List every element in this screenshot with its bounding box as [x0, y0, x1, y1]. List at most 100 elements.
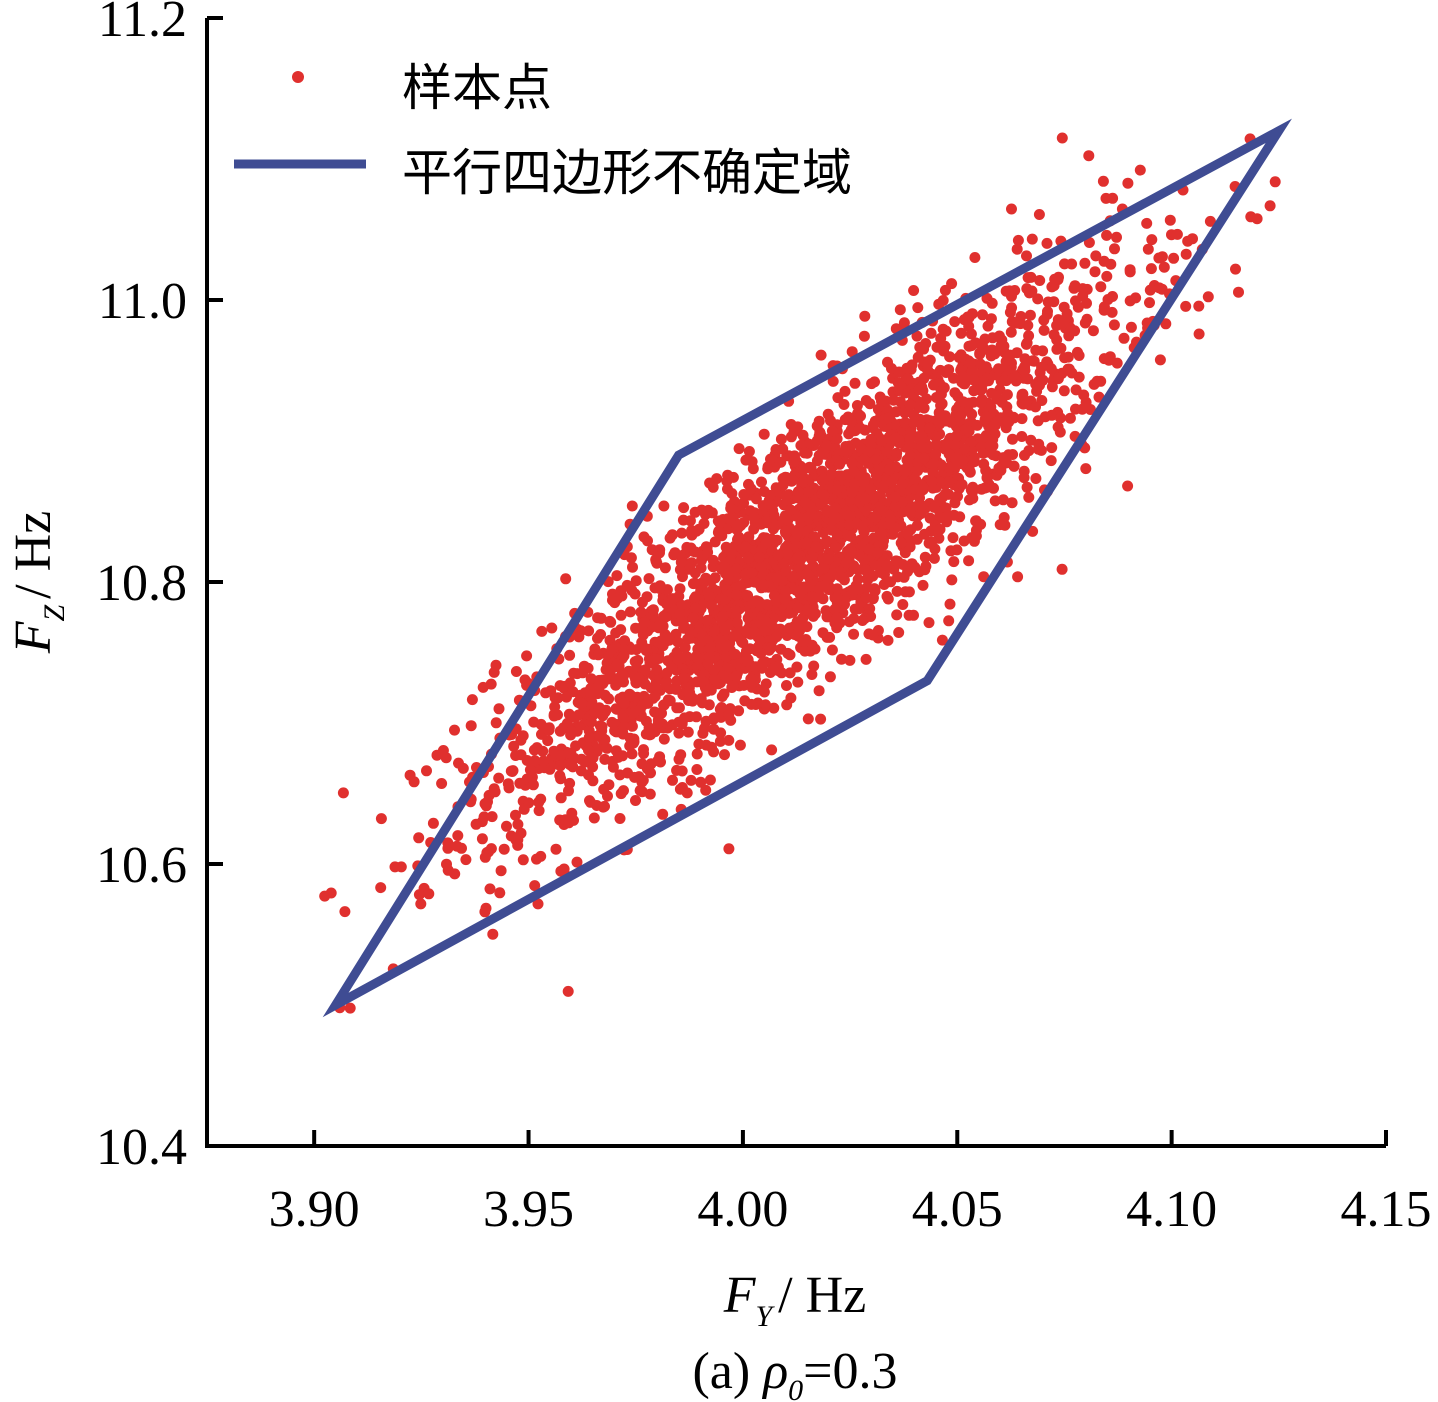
- sample-point: [1160, 318, 1172, 330]
- sample-point: [684, 559, 696, 571]
- sample-point: [1057, 318, 1068, 330]
- sample-point: [934, 523, 946, 535]
- sample-point: [375, 882, 387, 894]
- sample-point: [813, 591, 825, 603]
- sample-point: [962, 311, 974, 323]
- sample-point: [515, 749, 527, 761]
- sample-point: [859, 493, 871, 505]
- sample-point: [966, 340, 977, 352]
- sample-point: [890, 432, 901, 444]
- sample-point: [1021, 250, 1032, 262]
- sample-point: [1019, 361, 1031, 373]
- sample-point: [899, 466, 911, 477]
- sample-point: [826, 524, 837, 536]
- sample-point: [905, 507, 917, 519]
- sample-point: [917, 442, 929, 453]
- sample-point: [846, 486, 858, 498]
- sample-point: [1171, 228, 1183, 240]
- sample-point: [792, 676, 804, 688]
- sample-point: [822, 573, 834, 584]
- caption-subscript: 0: [788, 1374, 803, 1402]
- sample-point: [644, 729, 656, 741]
- sample-point: [918, 402, 930, 414]
- sample-point: [851, 400, 863, 411]
- sample-point: [702, 504, 714, 516]
- sample-point: [730, 589, 742, 601]
- sample-point: [687, 612, 699, 624]
- x-tick-label: 4.15: [1341, 1181, 1432, 1238]
- sample-point: [627, 561, 638, 573]
- sample-point: [760, 537, 772, 549]
- sample-point: [950, 453, 962, 465]
- sample-point: [453, 757, 464, 769]
- sample-point: [911, 519, 923, 531]
- sample-point: [583, 625, 595, 637]
- sample-point: [792, 486, 804, 498]
- sample-point: [963, 425, 975, 437]
- sample-point: [601, 742, 613, 754]
- sample-point: [945, 545, 957, 557]
- sample-point: [978, 571, 990, 583]
- sample-point: [875, 528, 887, 539]
- sample-point: [984, 440, 996, 451]
- sample-point: [922, 359, 934, 370]
- sample-point: [785, 419, 797, 430]
- sample-point: [1052, 373, 1064, 385]
- sample-point: [599, 800, 610, 812]
- sample-point: [637, 774, 649, 786]
- sample-point: [571, 856, 583, 868]
- sample-point: [791, 527, 803, 539]
- sample-point: [1124, 266, 1136, 278]
- sample-point: [1056, 563, 1068, 575]
- sample-point: [755, 518, 767, 530]
- sample-point: [860, 653, 872, 665]
- sample-point: [690, 602, 702, 614]
- sample-point: [811, 435, 823, 447]
- sample-point: [1016, 431, 1028, 442]
- sample-point: [421, 765, 432, 777]
- sample-point: [813, 450, 825, 461]
- sample-point: [930, 438, 942, 450]
- sample-point: [510, 834, 522, 846]
- sample-point: [742, 590, 754, 602]
- sample-point: [780, 585, 792, 597]
- sample-point: [957, 396, 969, 408]
- sample-point: [782, 514, 794, 526]
- sample-point: [1109, 243, 1120, 255]
- sample-point: [639, 617, 651, 629]
- sample-point: [926, 475, 938, 487]
- sample-point: [714, 735, 726, 747]
- sample-point: [514, 777, 526, 789]
- sample-point: [560, 573, 572, 585]
- sample-point: [988, 482, 999, 494]
- sample-point: [674, 608, 686, 620]
- sample-point: [1066, 258, 1078, 270]
- sample-point: [573, 631, 585, 643]
- sample-point: [532, 898, 544, 910]
- y-axis-title: FZ / Hz: [5, 511, 71, 655]
- sample-point: [704, 591, 716, 603]
- sample-point: [944, 598, 956, 610]
- sample-point: [689, 546, 701, 558]
- sample-point: [690, 591, 702, 603]
- sample-point: [555, 773, 567, 785]
- sample-point: [898, 571, 910, 583]
- sample-point: [801, 581, 813, 593]
- sample-point: [602, 790, 613, 802]
- sample-point: [606, 644, 618, 655]
- sample-point: [704, 477, 716, 489]
- sample-point: [881, 559, 893, 571]
- sample-point: [612, 751, 624, 763]
- sample-point: [413, 832, 425, 844]
- sample-point: [829, 603, 841, 615]
- sample-point: [986, 344, 998, 356]
- sample-point: [930, 392, 942, 403]
- sample-point: [1111, 357, 1123, 369]
- y-axis-ticks: 10.4 10.6 10.8 11.0 11.2: [96, 0, 223, 1176]
- sample-point: [797, 476, 809, 488]
- sample-point: [1011, 317, 1023, 329]
- sample-point: [827, 508, 839, 520]
- sample-point: [700, 784, 712, 796]
- sample-point: [1269, 176, 1281, 188]
- sample-point: [693, 738, 705, 750]
